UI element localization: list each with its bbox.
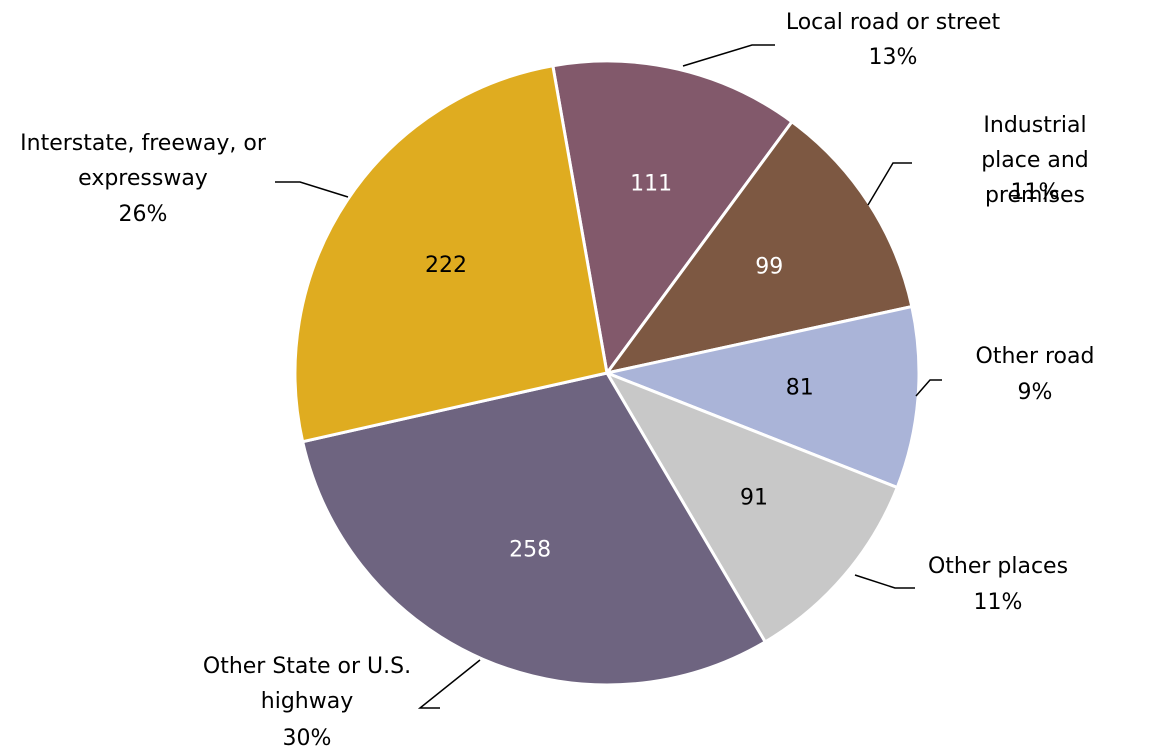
percent-label: 11%: [973, 590, 1023, 615]
pie-slice: [551, 59, 795, 377]
value-label: 111: [630, 172, 672, 197]
value-label: 91: [740, 486, 768, 511]
pie-slice: [603, 370, 900, 644]
category-label: Local road or street: [785, 10, 1001, 35]
percent-label: 13%: [868, 45, 918, 70]
value-label: 81: [786, 376, 814, 401]
category-label: Other road: [975, 344, 1095, 369]
leader-line: [275, 181, 349, 198]
value-label: 222: [425, 253, 467, 278]
leader-line: [867, 162, 912, 206]
category-label: Other places: [927, 554, 1069, 579]
leader-line: [915, 379, 942, 397]
leader-line: [854, 574, 915, 589]
category-label: Interstate, freeway, or expressway: [20, 131, 266, 191]
percent-label: 26%: [118, 202, 168, 227]
value-label: 258: [509, 538, 551, 563]
pie-slice: [601, 304, 921, 490]
category-label: Industrial place and premises: [981, 113, 1089, 208]
value-label: 99: [755, 255, 783, 280]
pie-slice: [293, 64, 609, 444]
percent-label: 11%: [1010, 180, 1060, 205]
percent-label: 30%: [282, 726, 332, 751]
pie-slice: [300, 371, 768, 687]
category-label: Other State or U.S. highway: [202, 654, 412, 714]
leader-line: [417, 659, 481, 709]
percent-label: 9%: [1017, 380, 1053, 405]
leader-line: [682, 44, 775, 67]
